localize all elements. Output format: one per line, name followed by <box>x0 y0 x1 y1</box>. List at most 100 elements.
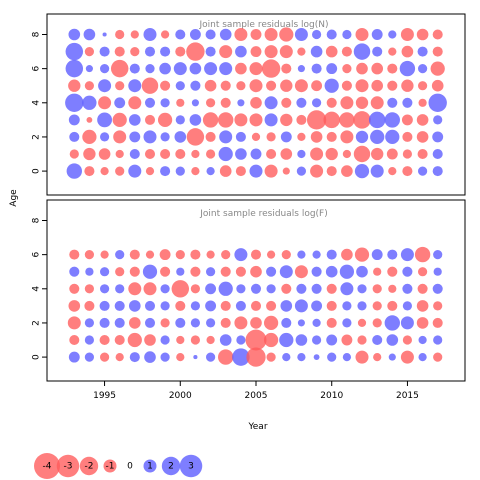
residual-bubble <box>84 300 95 311</box>
residual-bubble <box>326 63 338 75</box>
residual-bubble <box>294 265 308 279</box>
residual-bubble <box>325 265 338 278</box>
residual-bubble <box>206 149 216 159</box>
residual-bubble <box>430 61 445 76</box>
y-tick-label: 4 <box>32 286 42 292</box>
residual-bubble <box>400 316 414 330</box>
residual-bubble <box>65 42 84 61</box>
residual-bubble <box>280 148 293 160</box>
residual-bubble <box>342 149 352 159</box>
residual-bubble <box>175 166 185 176</box>
residual-bubble <box>235 148 247 160</box>
residual-bubble <box>219 62 233 76</box>
residual-bubble <box>190 249 201 260</box>
residual-bubble <box>387 266 398 277</box>
residual-bubble <box>296 114 307 125</box>
x-tick-label: 2015 <box>396 391 419 401</box>
residual-bubble <box>157 112 173 128</box>
residual-bubble <box>282 167 290 175</box>
residual-bubble <box>311 283 322 294</box>
y-tick-label: 8 <box>32 217 42 223</box>
x-axis-title: Year <box>247 422 267 432</box>
residual-bubble <box>144 46 156 57</box>
panel-logN: Joint sample residuals log(N) 0 2 4 6 8 <box>32 13 466 196</box>
residual-bubble <box>326 300 337 311</box>
residual-bubble <box>401 45 414 58</box>
residual-bubble <box>144 148 156 160</box>
panel-logF-title: Joint sample residuals log(F) <box>199 209 327 219</box>
legend-bubble <box>143 459 157 473</box>
residual-bubble <box>311 300 323 312</box>
residual-bubble <box>145 250 155 259</box>
residual-bubble <box>311 63 322 74</box>
residual-bubble <box>297 149 306 159</box>
residual-bubble <box>190 318 200 328</box>
residual-bubble <box>431 79 444 92</box>
residual-bubble <box>186 128 205 146</box>
residual-bubble <box>388 353 396 361</box>
residual-bubble <box>115 267 125 277</box>
residual-bubble <box>245 329 267 351</box>
residual-bubble <box>357 318 367 328</box>
residual-bubble <box>326 334 338 346</box>
residual-bubble <box>160 30 170 39</box>
residual-bubble <box>386 334 399 346</box>
residual-bubble <box>373 352 382 362</box>
residual-bubble <box>327 352 337 362</box>
residual-bubble <box>235 266 246 277</box>
residual-bubble <box>175 115 185 125</box>
residual-bubble <box>326 29 337 40</box>
residual-bubble <box>85 267 94 276</box>
residual-bubble <box>355 79 369 93</box>
residual-bubble <box>65 59 84 78</box>
residual-bubble <box>402 335 412 345</box>
residual-bubble <box>355 350 369 364</box>
residual-bubble <box>206 250 215 259</box>
y-tick-label: 8 <box>32 31 42 37</box>
residual-bubble <box>297 319 305 327</box>
residual-bubble <box>296 283 307 294</box>
residual-bubble <box>264 113 278 127</box>
residual-bubble <box>65 93 84 112</box>
residual-bubble <box>312 98 322 108</box>
residual-bubble <box>342 318 352 328</box>
residual-bubble <box>235 62 247 75</box>
residual-bubble <box>234 28 248 41</box>
residual-bubble <box>433 352 443 362</box>
residual-bubble <box>432 283 443 294</box>
residual-bubble <box>129 131 141 143</box>
residual-bubble <box>218 146 233 162</box>
residual-bubble <box>189 29 201 40</box>
residual-bubble <box>236 284 246 294</box>
residual-bubble <box>234 248 248 262</box>
residual-bubble <box>234 113 248 127</box>
residual-bubble <box>266 352 276 362</box>
residual-bubble <box>235 300 246 311</box>
residual-bubble <box>400 350 414 364</box>
residual-bubble <box>339 112 355 128</box>
residual-bubble <box>235 45 247 58</box>
residual-bubble <box>279 45 293 59</box>
residual-bubble <box>100 132 110 142</box>
residual-bubble <box>263 332 279 348</box>
residual-bubble <box>68 79 81 92</box>
residual-bubble <box>250 148 262 160</box>
residual-bubble <box>264 45 278 59</box>
residual-bubble <box>354 163 370 179</box>
residual-bubble <box>387 80 398 91</box>
residual-bubble <box>342 29 352 40</box>
residual-bubble <box>128 317 141 329</box>
residual-bubble <box>130 30 139 39</box>
residual-bubble <box>144 300 156 311</box>
residual-bubble <box>191 149 200 159</box>
residual-bubble <box>114 334 125 346</box>
residual-bubble <box>432 46 443 57</box>
panel-logF-bubbles <box>67 246 443 367</box>
residual-bubble <box>294 28 308 41</box>
residual-bubble <box>173 62 187 76</box>
residual-bubble <box>385 129 400 145</box>
residual-bubble <box>83 147 96 161</box>
residual-bubble <box>127 332 142 348</box>
residual-bubble <box>312 318 321 328</box>
residual-bubble <box>312 335 322 345</box>
